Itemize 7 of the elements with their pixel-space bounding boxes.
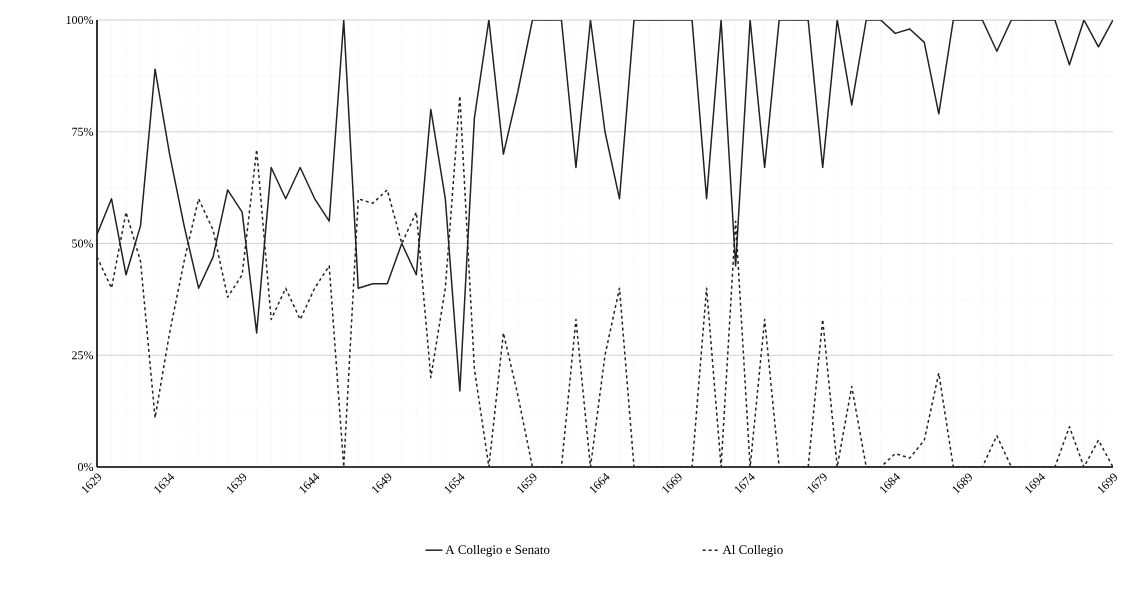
y-tick-label: 50% bbox=[72, 239, 94, 248]
legend-label: A Collegio e Senato bbox=[445, 544, 550, 557]
y-tick-label: 100% bbox=[66, 15, 94, 25]
y-tick-label: 0% bbox=[78, 462, 94, 472]
y-tick-label: 75% bbox=[72, 127, 94, 136]
legend-label: Al Collegio bbox=[722, 544, 783, 557]
y-tick-label: 25% bbox=[72, 351, 94, 360]
